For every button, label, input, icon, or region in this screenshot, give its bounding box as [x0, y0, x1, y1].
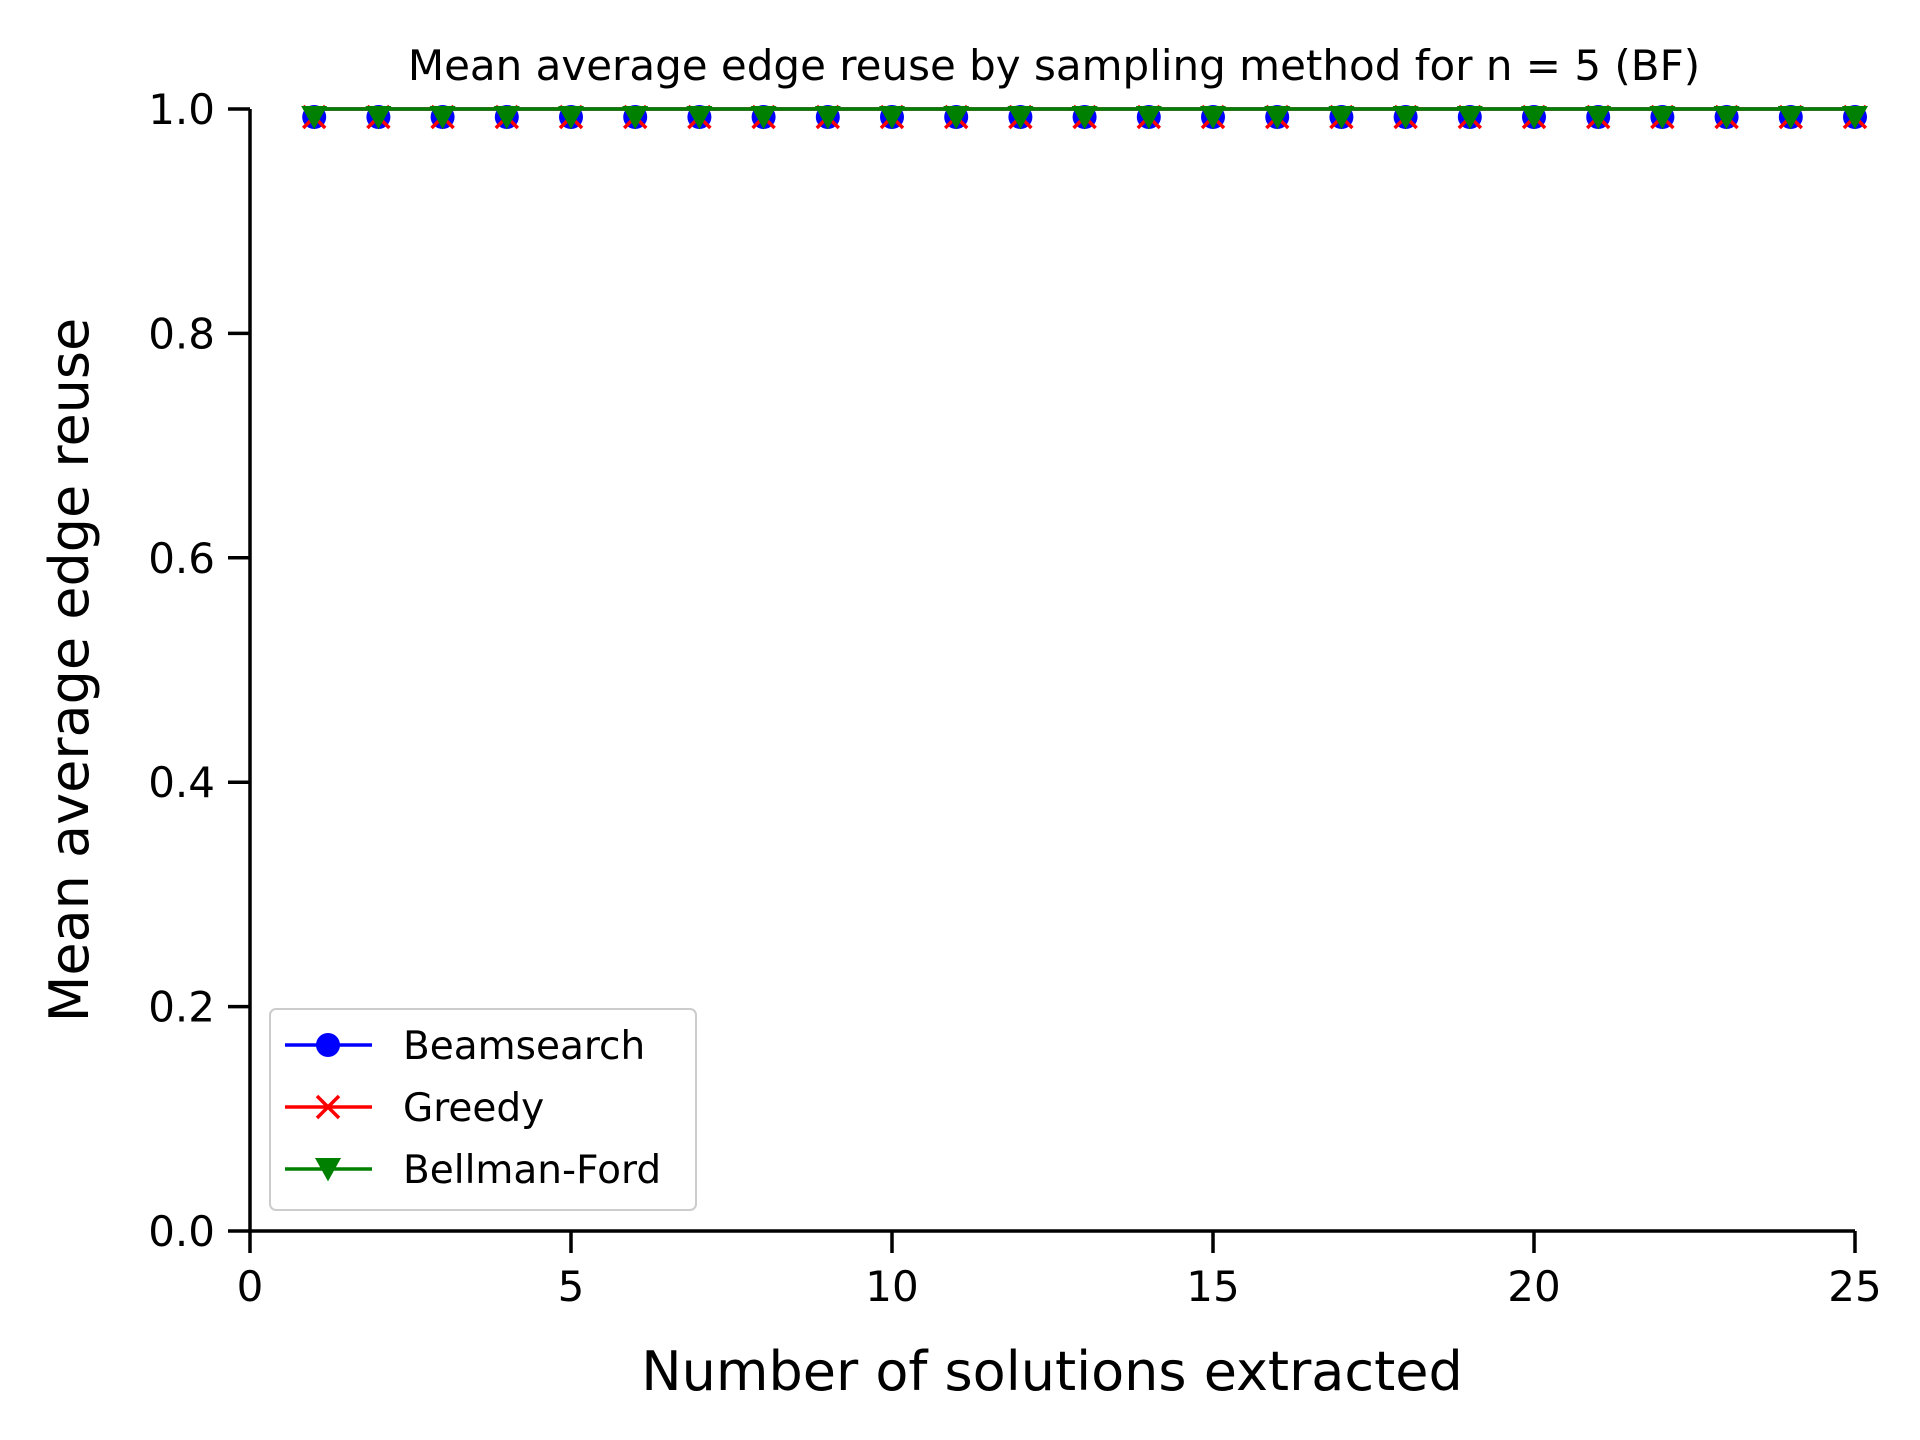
y-tick-label: 0.6	[148, 534, 215, 583]
data-point-bellman-ford	[1328, 105, 1355, 130]
series-layer	[301, 104, 1868, 130]
data-point-bellman-ford	[1777, 105, 1804, 130]
y-tick-label: 0.0	[148, 1207, 215, 1256]
data-point-bellman-ford	[1713, 105, 1740, 130]
y-tick-label: 1.0	[148, 85, 215, 134]
data-point-bellman-ford	[1456, 105, 1483, 130]
data-point-bellman-ford	[943, 105, 970, 130]
data-point-bellman-ford	[879, 105, 905, 130]
legend-label: Beamsearch	[403, 1024, 645, 1069]
data-point-bellman-ford	[493, 105, 520, 130]
legend-swatch-marker	[315, 1157, 341, 1182]
series-bellman-ford	[301, 105, 1868, 130]
data-point-bellman-ford	[1585, 105, 1612, 130]
data-point-bellman-ford	[1071, 105, 1098, 130]
legend: Beamsearch Greedy Bellman-Ford	[269, 1008, 697, 1211]
x-ticks: 0 5 10 15 20 25	[237, 1231, 1882, 1311]
data-point-bellman-ford	[814, 105, 841, 130]
data-point-bellman-ford	[750, 105, 777, 130]
legend-swatch-marker	[316, 1033, 340, 1057]
data-point-bellman-ford	[1649, 105, 1676, 130]
data-point-bellman-ford	[558, 105, 584, 130]
data-point-bellman-ford	[1392, 105, 1419, 130]
x-tick-label: 5	[558, 1262, 585, 1311]
legend-item-beamsearch: Beamsearch	[285, 1024, 645, 1069]
data-point-bellman-ford	[1135, 105, 1162, 130]
data-point-bellman-ford	[301, 105, 328, 130]
data-point-bellman-ford	[1264, 105, 1291, 130]
data-point-bellman-ford	[686, 105, 713, 130]
legend-label: Bellman-Ford	[403, 1148, 661, 1193]
legend-item-bellman-ford: Bellman-Ford	[285, 1148, 661, 1193]
axes	[248, 109, 1855, 1233]
x-axis-label: Number of solutions extracted	[641, 1340, 1463, 1403]
data-point-bellman-ford	[1200, 105, 1226, 130]
x-tick-label: 25	[1828, 1262, 1881, 1311]
y-tick-label: 0.8	[148, 309, 215, 358]
y-axis-label: Mean average edge reuse	[38, 318, 101, 1023]
x-tick-label: 0	[237, 1262, 264, 1311]
legend-label: Greedy	[403, 1086, 544, 1131]
data-point-bellman-ford	[1007, 105, 1034, 130]
chart-title: Mean average edge reuse by sampling meth…	[408, 41, 1700, 90]
data-point-bellman-ford	[1521, 105, 1547, 130]
y-tick-label: 0.4	[148, 758, 215, 807]
y-tick-label: 0.2	[148, 983, 215, 1032]
data-point-bellman-ford	[365, 105, 392, 130]
legend-frame	[269, 1008, 697, 1211]
data-point-bellman-ford	[1842, 105, 1868, 130]
legend-swatch-marker	[315, 1094, 341, 1120]
data-point-bellman-ford	[429, 105, 456, 130]
x-tick-label: 15	[1186, 1262, 1239, 1311]
y-ticks: 0.0 0.2 0.4 0.6 0.8 1.0	[148, 85, 250, 1256]
data-point-bellman-ford	[622, 105, 649, 130]
x-tick-label: 20	[1507, 1262, 1560, 1311]
legend-item-greedy: Greedy	[285, 1086, 544, 1131]
x-tick-label: 10	[865, 1262, 918, 1311]
